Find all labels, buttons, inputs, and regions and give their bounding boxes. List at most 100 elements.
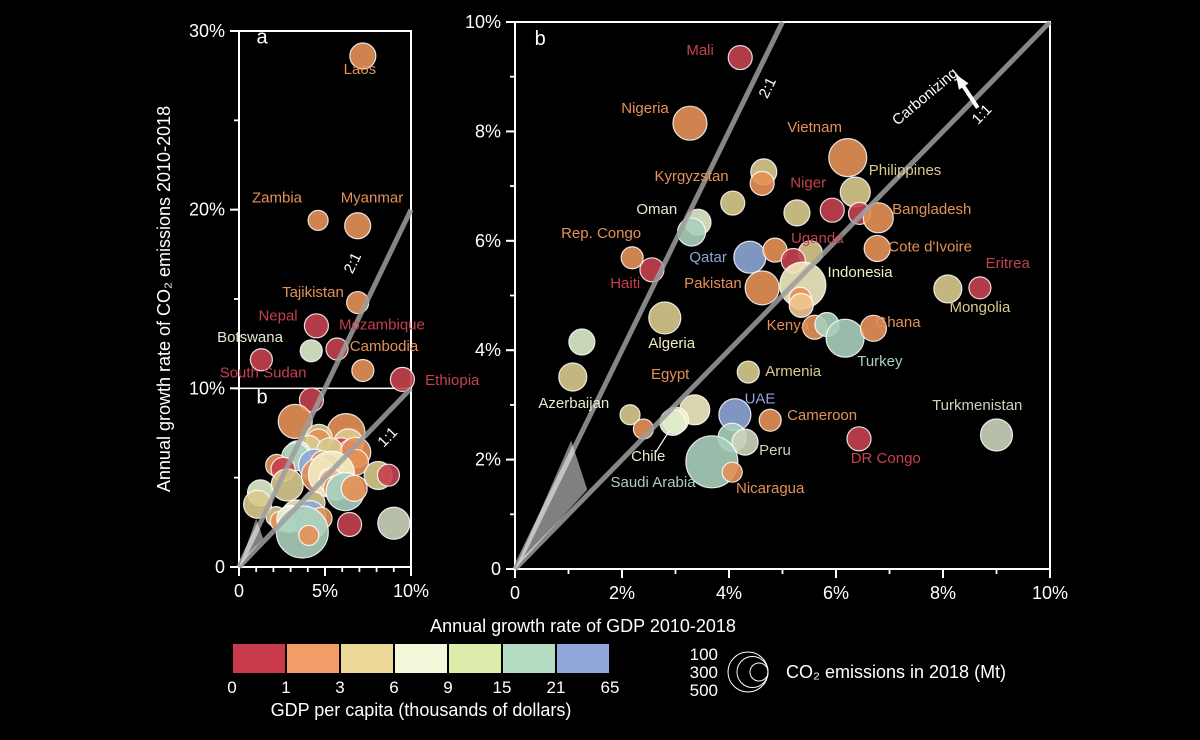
- country-label-peru: Peru: [759, 442, 791, 459]
- bubble-chile: [659, 408, 687, 437]
- bubble: [788, 292, 814, 318]
- country-label-qatar: Qatar: [689, 249, 727, 266]
- country-label-dr-congo: DR Congo: [851, 450, 921, 467]
- bubble-dr-congo: [846, 426, 872, 452]
- y-tick-label: 4%: [475, 340, 501, 360]
- size-legend-circles: [727, 651, 769, 693]
- color-swatch: [557, 644, 609, 673]
- bubble-botswana: [299, 339, 323, 363]
- bubble-cambodia: [351, 358, 375, 383]
- bubble-eritrea: [968, 276, 992, 300]
- bubble-pakistan: [744, 270, 780, 306]
- gdp-color-legend: 0 1 3 6 9 15 21 65 GDP per capita (thous…: [227, 644, 619, 720]
- country-label-turkmenistan: Turkmenistan: [932, 397, 1022, 414]
- country-label-nepal: Nepal: [258, 307, 297, 324]
- x-tick-label: 5%: [312, 581, 338, 601]
- y-tick-label: 0: [491, 559, 501, 579]
- country-label-kenya: Kenya: [767, 317, 810, 334]
- size-legend-caption: CO₂ emissions in 2018 (Mt): [786, 662, 1006, 682]
- country-label-ethiopia: Ethiopia: [425, 372, 480, 389]
- color-swatch: [503, 644, 555, 673]
- bubble-cote-d-ivoire: [863, 234, 891, 263]
- country-label-haiti: Haiti: [610, 275, 640, 292]
- y-tick-label: 20%: [189, 200, 225, 220]
- color-swatch: [287, 644, 339, 673]
- size-value-label: 100: [690, 645, 718, 664]
- country-label-vietnam: Vietnam: [787, 119, 842, 136]
- country-label-philippines: Philippines: [869, 162, 942, 179]
- bubble-zambia: [307, 209, 329, 231]
- color-swatch: [341, 644, 393, 673]
- label-pointer-line: [654, 430, 670, 454]
- country-label-eritrea: Eritrea: [986, 255, 1031, 272]
- country-label-uganda: Uganda: [791, 230, 844, 247]
- y-axis-label: Annual growth rate of CO₂ emissions 2010…: [154, 106, 174, 492]
- panel-a: 0 5% 10% 0 10% 20% 30% a b Laos Zambia Myanmar Tajik…: [189, 21, 480, 601]
- color-swatch: [449, 644, 501, 673]
- country-label-south-sudan: South Sudan: [220, 365, 307, 382]
- country-label-bangladesh: Bangladesh: [892, 201, 971, 218]
- size-value-label: 500: [690, 681, 718, 700]
- y-tick-label: 10%: [189, 378, 225, 398]
- bubble-vietnam: [828, 138, 868, 178]
- bubble-south-sudan: [249, 348, 273, 372]
- bubble-armenia: [736, 360, 760, 384]
- origin-wedge: [515, 440, 588, 569]
- country-label-laos: Laos: [344, 61, 377, 78]
- inset-bubble-dr-congo: [336, 511, 363, 538]
- origin-wedge: [239, 518, 264, 567]
- bubble-peru: [731, 428, 759, 456]
- x-tick-label: 2%: [609, 583, 635, 603]
- bubble-turkmenistan: [979, 418, 1014, 452]
- bubble-laos: [349, 42, 377, 70]
- bubble: [619, 404, 641, 426]
- country-label-egypt: Egypt: [651, 366, 690, 383]
- inset-bubble-eritrea: [376, 463, 401, 487]
- bubble-mongolia: [933, 274, 963, 304]
- y-tick-label: 0: [215, 557, 225, 577]
- country-label-mali: Mali: [686, 42, 714, 59]
- color-boundary-label: 1: [281, 678, 290, 697]
- y-tick-label: 6%: [475, 231, 501, 251]
- country-label-azerbaijan: Azerbaijan: [538, 395, 609, 412]
- color-boundary-label: 3: [335, 678, 344, 697]
- color-boundary-label: 6: [389, 678, 398, 697]
- bubble-myanmar: [344, 212, 372, 240]
- ratio-line-2-1: [236, 208, 414, 569]
- bubble-rep-congo: [620, 246, 644, 270]
- country-label-armenia: Armenia: [765, 363, 822, 380]
- bubble: [720, 190, 746, 216]
- x-tick-label: 10%: [1032, 583, 1068, 603]
- bubble-mali: [727, 44, 753, 71]
- bubble-algeria: [648, 301, 682, 335]
- bubble-turkey: [825, 318, 865, 358]
- country-label-cote-d-ivoire: Cote d'Ivoire: [888, 239, 972, 256]
- y-tick-label: 8%: [475, 121, 501, 141]
- color-legend-caption: GDP per capita (thousands of dollars): [271, 700, 572, 720]
- color-boundary-label: 0: [227, 678, 236, 697]
- bubble-azerbaijan: [558, 362, 588, 392]
- country-label-niger: Niger: [790, 175, 826, 192]
- country-label-chile: Chile: [631, 448, 665, 465]
- bubble-qatar: [733, 240, 767, 274]
- color-swatch: [233, 644, 285, 673]
- bubble: [783, 199, 811, 227]
- bubble-niger: [819, 197, 845, 223]
- panel-annotation-label: a: [256, 27, 268, 49]
- country-label-pakistan: Pakistan: [684, 275, 742, 292]
- bubble-bangladesh: [862, 202, 894, 234]
- country-label-nicaragua: Nicaragua: [736, 480, 805, 497]
- bubble-ghana: [859, 314, 888, 342]
- country-label-zambia: Zambia: [252, 190, 303, 207]
- country-label-algeria: Algeria: [648, 335, 695, 352]
- country-label-saudi-arabia: Saudi Arabia: [610, 474, 696, 491]
- bubble-ethiopia: [389, 366, 415, 392]
- y-tick-label: 30%: [189, 21, 225, 41]
- bubble-cameroon: [758, 408, 782, 432]
- country-label-mongolia: Mongolia: [949, 299, 1011, 316]
- bubble-nigeria: [672, 105, 708, 141]
- country-label-cameroon: Cameroon: [787, 407, 857, 424]
